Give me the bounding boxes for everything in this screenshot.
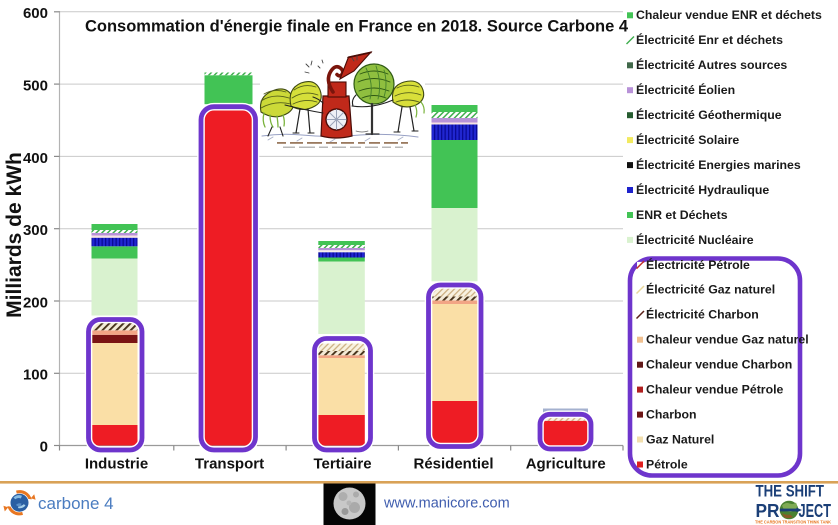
- svg-text:Agriculture: Agriculture: [526, 456, 606, 473]
- svg-text:ENR et Déchets: ENR et Déchets: [636, 208, 728, 222]
- svg-text:Tertiaire: Tertiaire: [313, 456, 371, 473]
- svg-text:Électricité Solaire: Électricité Solaire: [636, 132, 739, 147]
- svg-text:200: 200: [23, 294, 48, 311]
- svg-text:PR: PR: [756, 500, 780, 521]
- svg-text:Consommation d'énergie finale: Consommation d'énergie finale en France …: [85, 18, 629, 36]
- svg-text:Charbon: Charbon: [646, 408, 697, 422]
- svg-text:500: 500: [23, 78, 48, 95]
- svg-text:Chaleur vendue Gaz naturel: Chaleur vendue Gaz naturel: [646, 333, 809, 347]
- svg-text:100: 100: [23, 367, 48, 384]
- svg-text:Électricité Charbon: Électricité Charbon: [646, 307, 759, 322]
- svg-text:400: 400: [23, 150, 48, 167]
- svg-text:Chaleur vendue ENR et déchets: Chaleur vendue ENR et déchets: [636, 8, 822, 22]
- svg-text:Électricité Hydraulique: Électricité Hydraulique: [636, 182, 769, 197]
- svg-text:THE SHIFT: THE SHIFT: [756, 483, 825, 501]
- svg-text:Résidentiel: Résidentiel: [413, 456, 493, 473]
- svg-text:Électricité Enr et déchets: Électricité Enr et déchets: [636, 32, 783, 47]
- svg-text:Chaleur vendue Pétrole: Chaleur vendue Pétrole: [646, 383, 784, 397]
- svg-text:600: 600: [23, 5, 48, 22]
- svg-text:Gaz Naturel: Gaz Naturel: [646, 432, 714, 446]
- svg-text:Chaleur vendue Charbon: Chaleur vendue Charbon: [646, 358, 792, 372]
- svg-text:Électricité Nucléaire: Électricité Nucléaire: [636, 232, 754, 247]
- svg-text:0: 0: [40, 439, 48, 456]
- svg-text:300: 300: [23, 222, 48, 239]
- svg-text:carbone 4: carbone 4: [38, 494, 114, 513]
- svg-text:Électricité Gaz naturel: Électricité Gaz naturel: [646, 282, 775, 297]
- svg-text:Industrie: Industrie: [85, 456, 148, 473]
- svg-text:Transport: Transport: [195, 456, 264, 473]
- svg-text:Milliards de kWh: Milliards de kWh: [3, 152, 26, 318]
- svg-text:Électricité Géothermique: Électricité Géothermique: [636, 107, 782, 122]
- svg-text:Pétrole: Pétrole: [646, 457, 688, 471]
- svg-text:JECT: JECT: [799, 500, 832, 521]
- svg-text:Électricité Éolien: Électricité Éolien: [636, 82, 735, 97]
- svg-text:THE CARBON TRANSITION THINK TA: THE CARBON TRANSITION THINK TANK: [755, 520, 832, 525]
- svg-text:Électricité Autres sources: Électricité Autres sources: [636, 57, 787, 72]
- svg-text:www.manicore.com: www.manicore.com: [383, 496, 510, 512]
- svg-text:Électricité Pétrole: Électricité Pétrole: [646, 257, 750, 272]
- svg-text:Électricité Energies marines: Électricité Energies marines: [636, 157, 801, 172]
